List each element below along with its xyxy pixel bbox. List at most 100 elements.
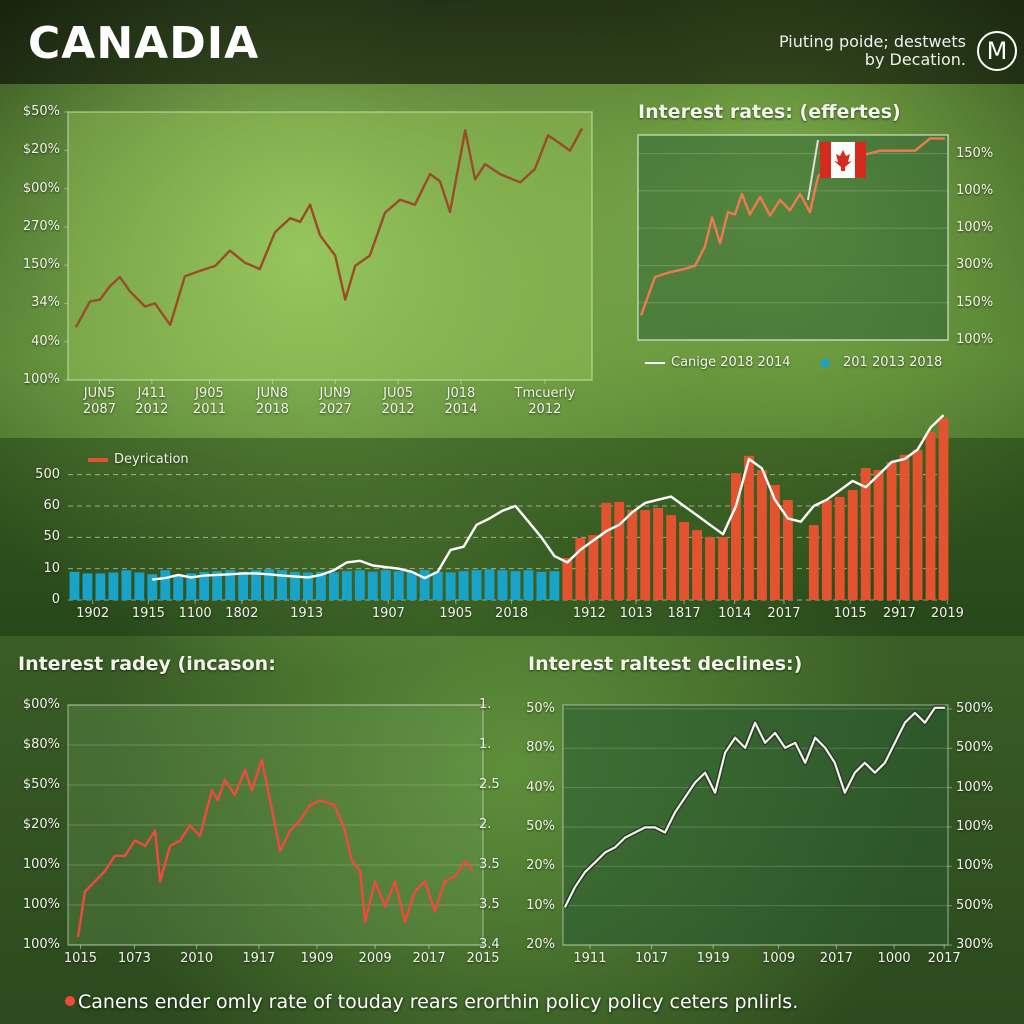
y-tick-label: 1. bbox=[479, 697, 492, 712]
y-tick-label: 50% bbox=[526, 818, 555, 834]
y-tick-label: $50% bbox=[22, 104, 60, 119]
bar bbox=[147, 574, 158, 600]
bar bbox=[95, 573, 106, 600]
y-tick-label: 500% bbox=[956, 740, 994, 756]
y-tick-label: 300% bbox=[956, 257, 994, 273]
bar bbox=[588, 535, 599, 600]
x-tick-label: 2010 bbox=[180, 951, 214, 966]
bar bbox=[899, 454, 910, 600]
y-tick-label: $80% bbox=[22, 737, 60, 752]
line bbox=[563, 706, 945, 908]
x-tick-label: J411 2012 bbox=[135, 386, 169, 417]
header-subtitle: Piuting poide; destwets by Decation. bbox=[779, 32, 966, 69]
line bbox=[152, 414, 945, 581]
x-tick-label: 1905 bbox=[439, 606, 473, 621]
bar bbox=[186, 573, 197, 600]
y-tick-label: 10% bbox=[526, 897, 555, 913]
bar bbox=[458, 571, 469, 600]
x-tick-label: 2017 bbox=[927, 951, 961, 966]
plot-panel bbox=[637, 134, 949, 341]
bar bbox=[264, 569, 274, 600]
y-tick-label: $00% bbox=[22, 180, 60, 196]
x-tick-label: Tmcuerly 2012 bbox=[514, 386, 576, 417]
y-tick-label: 3.5 bbox=[479, 857, 500, 872]
y-tick-label: 1. bbox=[479, 737, 492, 752]
plot-panel bbox=[562, 704, 949, 946]
y-tick-label: 2. bbox=[479, 817, 492, 832]
bar bbox=[432, 571, 443, 600]
bar bbox=[692, 530, 703, 600]
y-tick-label: 20% bbox=[526, 937, 555, 952]
bar bbox=[601, 502, 612, 600]
x-tick-label: 1912 bbox=[572, 606, 606, 621]
bar bbox=[679, 521, 690, 600]
bar bbox=[238, 571, 249, 600]
x-tick-label: 2917 bbox=[882, 606, 916, 621]
bar bbox=[303, 572, 313, 600]
legend-label: 201 2013 2018 bbox=[843, 355, 943, 370]
x-tick-label: 2018 bbox=[495, 606, 529, 621]
logo: M bbox=[977, 31, 1017, 71]
legend-label: Deyrication bbox=[114, 452, 189, 467]
x-tick-label: 1013 bbox=[619, 606, 653, 621]
bar bbox=[108, 572, 119, 600]
bar bbox=[251, 570, 262, 600]
y-tick-label: 50% bbox=[526, 700, 555, 716]
y-tick-label: $50% bbox=[22, 777, 60, 792]
y-tick-label: 80% bbox=[526, 740, 555, 756]
y-tick-label: 0 bbox=[51, 592, 60, 607]
bar bbox=[925, 432, 936, 600]
x-tick-label: J905 2011 bbox=[192, 386, 227, 417]
bar bbox=[69, 571, 80, 600]
x-tick-label: JUN5 2087 bbox=[82, 386, 116, 417]
chart-title: Interest rates: (effertes) bbox=[638, 101, 901, 123]
y-tick-label: 60 bbox=[43, 498, 60, 513]
y-tick-label: 3.4 bbox=[479, 937, 500, 952]
bar bbox=[731, 473, 741, 600]
y-tick-label: 20% bbox=[526, 858, 555, 874]
bar bbox=[834, 496, 845, 600]
x-tick-label: 1911 bbox=[573, 951, 607, 966]
bar bbox=[419, 570, 430, 600]
chart-title: Interest radey (incason: bbox=[18, 653, 276, 675]
bar bbox=[782, 500, 793, 600]
header-band bbox=[0, 0, 1024, 84]
x-tick-label: 2019 bbox=[930, 606, 964, 621]
bar bbox=[847, 490, 858, 600]
bar bbox=[562, 558, 573, 600]
x-tick-label: 2009 bbox=[358, 951, 392, 966]
bar bbox=[212, 571, 223, 600]
bar bbox=[886, 462, 897, 600]
y-tick-label: 500% bbox=[956, 897, 994, 913]
bar bbox=[134, 572, 145, 600]
bar bbox=[82, 573, 93, 600]
x-tick-label: 1017 bbox=[635, 951, 669, 966]
bar bbox=[575, 537, 586, 600]
y-tick-label: 100% bbox=[956, 220, 994, 236]
bar bbox=[121, 570, 132, 600]
plot-panel bbox=[67, 111, 593, 381]
bar bbox=[315, 571, 326, 600]
bar bbox=[328, 572, 339, 600]
bar bbox=[160, 570, 171, 600]
x-tick-label: 1817 bbox=[667, 606, 701, 621]
bar bbox=[821, 500, 832, 600]
y-tick-label: $00% bbox=[22, 697, 60, 712]
bar bbox=[718, 537, 728, 600]
y-tick-label: 300% bbox=[956, 937, 994, 952]
plots bbox=[64, 111, 952, 949]
y-tick-label: 3.5 bbox=[479, 897, 500, 912]
bar bbox=[484, 569, 495, 600]
x-tick-label: 1100 bbox=[178, 606, 212, 621]
x-tick-label: JUN8 2018 bbox=[255, 386, 289, 417]
y-tick-label: 270% bbox=[22, 218, 60, 234]
x-tick-label: J018 2014 bbox=[444, 386, 478, 417]
y-tick-label: 100% bbox=[956, 182, 994, 198]
bar bbox=[290, 571, 300, 600]
y-tick-label: $20% bbox=[22, 142, 60, 158]
bar bbox=[653, 507, 664, 600]
y-tick-label: 500 bbox=[35, 466, 60, 482]
y-tick-label: 10 bbox=[43, 560, 60, 576]
bar bbox=[536, 571, 547, 600]
